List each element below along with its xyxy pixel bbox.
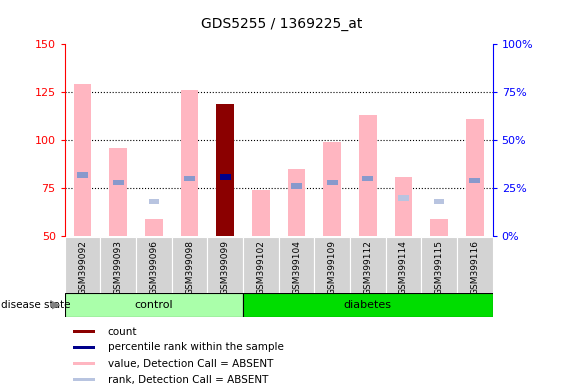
Text: GSM399116: GSM399116 <box>470 240 479 295</box>
Text: GSM399112: GSM399112 <box>363 240 372 295</box>
Bar <box>77 172 88 177</box>
Text: GSM399098: GSM399098 <box>185 240 194 295</box>
Text: control: control <box>135 300 173 310</box>
Bar <box>386 237 421 294</box>
Bar <box>216 104 234 236</box>
Bar <box>466 119 484 236</box>
Bar <box>113 180 124 185</box>
Text: rank, Detection Call = ABSENT: rank, Detection Call = ABSENT <box>108 375 268 384</box>
Bar <box>145 219 163 236</box>
Bar <box>363 176 373 182</box>
Bar <box>73 362 95 365</box>
Bar <box>73 346 95 349</box>
Bar <box>279 237 314 294</box>
Bar <box>149 199 159 204</box>
Bar <box>314 237 350 294</box>
Bar <box>172 237 207 294</box>
Text: GDS5255 / 1369225_at: GDS5255 / 1369225_at <box>201 17 362 31</box>
Text: GSM399099: GSM399099 <box>221 240 230 295</box>
Text: disease state: disease state <box>1 300 70 310</box>
Text: GSM399102: GSM399102 <box>256 240 265 295</box>
Bar <box>430 219 448 236</box>
Bar <box>136 237 172 294</box>
Bar <box>207 237 243 294</box>
Bar <box>109 148 127 236</box>
Text: ▶: ▶ <box>52 300 61 310</box>
Bar <box>327 180 338 185</box>
Bar <box>350 237 386 294</box>
Bar <box>65 237 100 294</box>
Bar <box>359 115 377 236</box>
Bar <box>457 237 493 294</box>
Text: GSM399096: GSM399096 <box>149 240 158 295</box>
Bar <box>65 293 243 317</box>
Bar <box>73 379 95 381</box>
Bar <box>181 90 198 236</box>
Text: count: count <box>108 327 137 337</box>
Text: GSM399104: GSM399104 <box>292 240 301 295</box>
Bar <box>243 237 279 294</box>
Bar <box>184 176 195 182</box>
Bar <box>220 174 231 180</box>
Text: GSM399109: GSM399109 <box>328 240 337 295</box>
Bar <box>74 84 91 236</box>
Text: percentile rank within the sample: percentile rank within the sample <box>108 342 283 352</box>
Bar <box>73 330 95 333</box>
Bar <box>243 293 493 317</box>
Bar <box>395 177 412 236</box>
Text: diabetes: diabetes <box>344 300 392 310</box>
Text: value, Detection Call = ABSENT: value, Detection Call = ABSENT <box>108 359 273 369</box>
Text: GSM399093: GSM399093 <box>114 240 123 295</box>
Bar <box>288 169 305 236</box>
Bar <box>100 237 136 294</box>
Bar <box>398 195 409 200</box>
Text: GSM399115: GSM399115 <box>435 240 444 295</box>
Bar <box>323 142 341 236</box>
Text: GSM399114: GSM399114 <box>399 240 408 295</box>
Bar <box>421 237 457 294</box>
Bar <box>470 177 480 183</box>
Bar <box>291 184 302 189</box>
Bar <box>434 199 445 204</box>
Text: GSM399092: GSM399092 <box>78 240 87 295</box>
Bar <box>252 190 270 236</box>
